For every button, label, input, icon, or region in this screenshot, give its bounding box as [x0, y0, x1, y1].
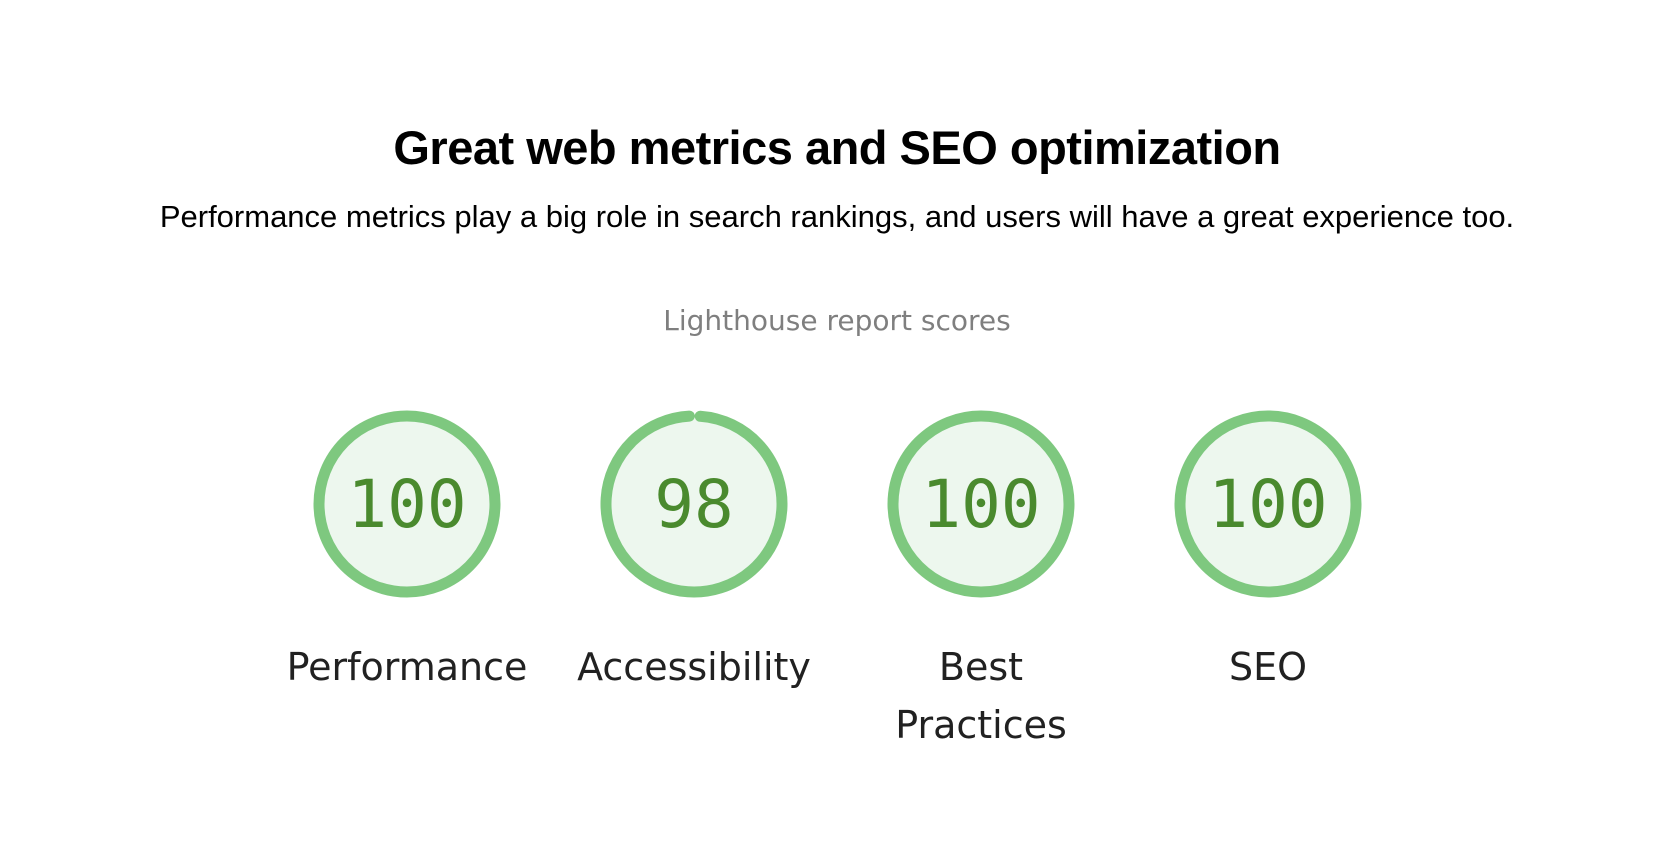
gauge-ring: 100 [313, 410, 501, 598]
gauge-ring: 100 [1174, 410, 1362, 598]
gauge-ring: 98 [600, 410, 788, 598]
gauge-seo: 100 SEO [1138, 404, 1398, 696]
gauge-label: Performance [286, 645, 528, 689]
gauge-fill [893, 416, 1069, 592]
report-title: Lighthouse report scores [663, 304, 1011, 337]
gauge-fill [606, 416, 782, 592]
gauge-score: 98 [654, 466, 733, 543]
gauge-arc [887, 410, 1075, 598]
gauge-fill [1180, 416, 1356, 592]
gauge-arc [600, 410, 788, 598]
lighthouse-gauges: 100 Performance 98 Accessibility 100 Bes… [0, 404, 1674, 764]
gauge-ring: 100 [887, 410, 1075, 598]
gauge-fill [319, 416, 495, 592]
gauge-score: 100 [347, 466, 466, 543]
gauge-score: 100 [1208, 466, 1327, 543]
gauge-arc [1174, 410, 1362, 598]
gauge-label: Best Practices [895, 645, 1067, 747]
section-title: Great web metrics and SEO optimization [393, 121, 1281, 174]
gauge-arc [313, 410, 501, 598]
gauge-best-practices: 100 Best Practices [851, 404, 1111, 754]
section-subtitle: Performance metrics play a big role in s… [159, 199, 1515, 234]
gauge-score: 100 [921, 466, 1040, 543]
gauge-label: SEO [1228, 645, 1308, 689]
gauge-performance: 100 Performance [277, 404, 537, 696]
gauge-label: Accessibility [577, 645, 811, 689]
gauge-accessibility: 98 Accessibility [564, 404, 824, 696]
